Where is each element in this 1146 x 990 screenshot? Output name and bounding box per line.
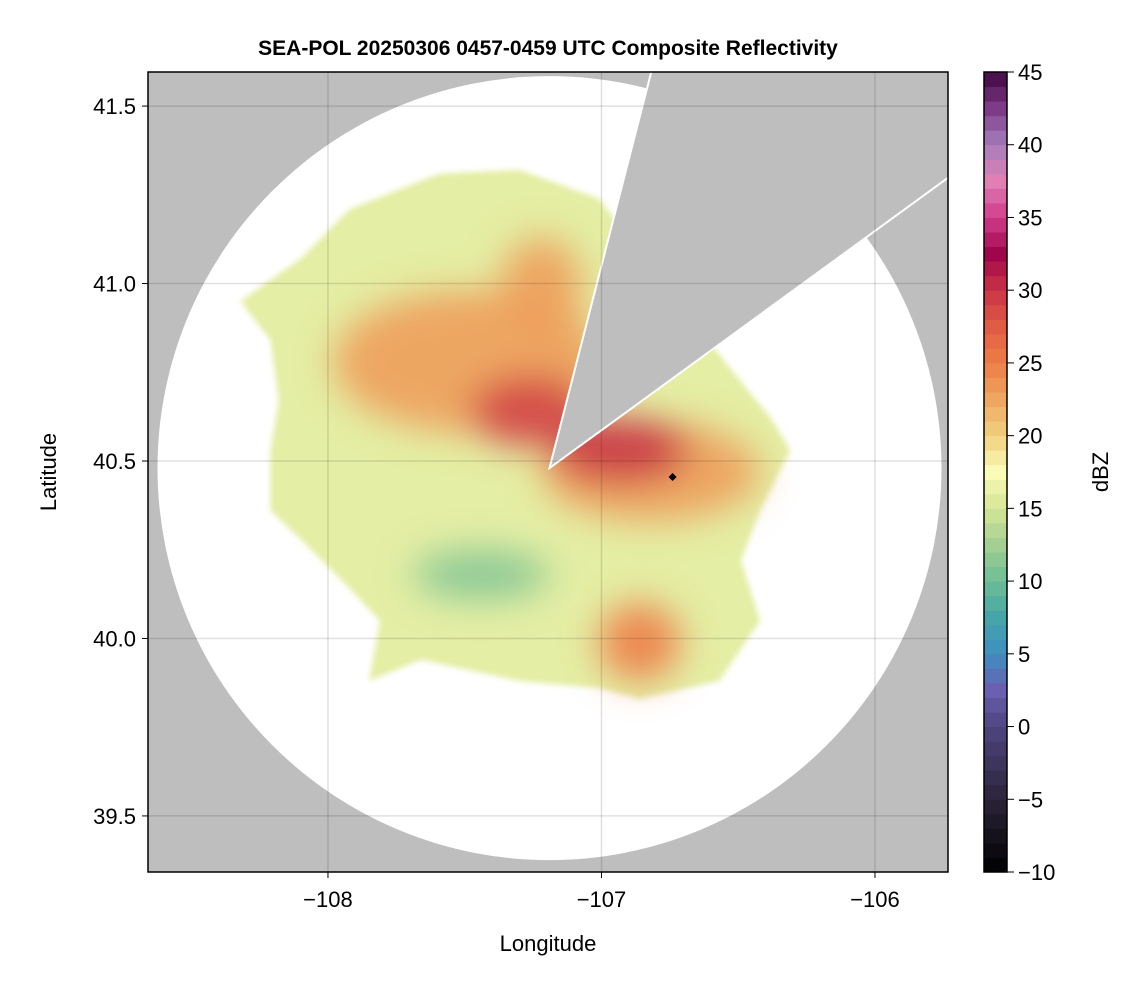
colorbar-bin <box>984 610 1007 626</box>
colorbar-tick-label: 30 <box>1018 278 1042 303</box>
x-tick-label: −108 <box>303 887 353 912</box>
colorbar-bin <box>984 828 1007 844</box>
plot-area <box>148 72 948 872</box>
colorbar-tick-label: 35 <box>1018 205 1042 230</box>
colorbar-bin <box>984 755 1007 771</box>
colorbar-bin <box>984 493 1007 509</box>
colorbar-bin <box>984 275 1007 291</box>
colorbar-bin <box>984 362 1007 378</box>
colorbar-bin <box>984 712 1007 728</box>
x-tick-label: −107 <box>577 887 627 912</box>
colorbar-bin <box>984 421 1007 437</box>
blocked-sector <box>547 72 948 471</box>
plot-frame <box>147 71 949 873</box>
colorbar-frame <box>983 71 1008 873</box>
colorbar-bin <box>984 348 1007 364</box>
colorbar-tick-label: 40 <box>1018 133 1042 158</box>
colorbar-bin <box>984 726 1007 742</box>
x-tick-label: −106 <box>850 887 900 912</box>
colorbar-bin <box>984 581 1007 597</box>
colorbar-tick-label: −10 <box>1018 860 1055 885</box>
colorbar-bin <box>984 188 1007 204</box>
colorbar-bin <box>984 537 1007 553</box>
colorbar-bin <box>984 246 1007 262</box>
colorbar-bin <box>984 159 1007 175</box>
chart-title: SEA-POL 20250306 0457-0459 UTC Composite… <box>258 37 838 60</box>
colorbar-bin <box>984 261 1007 277</box>
x-axis: −108 −107 −106 <box>303 872 900 912</box>
colorbar-bin <box>984 799 1007 815</box>
colorbar-bin <box>984 72 1007 88</box>
y-axis-label: Latitude <box>36 433 61 511</box>
colorbar-bin <box>984 784 1007 800</box>
colorbar-bin <box>984 566 1007 582</box>
colorbar-bin <box>984 668 1007 684</box>
echo-region <box>500 237 583 337</box>
colorbar-bin <box>984 653 1007 669</box>
colorbar-bin <box>984 639 1007 655</box>
colorbar-bin <box>984 377 1007 393</box>
colorbar-tick-label: 15 <box>1018 496 1042 521</box>
colorbar-label: dBZ <box>1088 452 1113 492</box>
colorbar-bin <box>984 290 1007 306</box>
echo-region <box>412 549 550 600</box>
colorbar-bin <box>984 508 1007 524</box>
echo-cores <box>333 237 761 682</box>
y-tick-label: 39.5 <box>93 804 136 829</box>
colorbar-bin <box>984 552 1007 568</box>
y-tick-label: 41.0 <box>93 272 136 297</box>
colorbar-bin <box>984 173 1007 189</box>
colorbar-bin <box>984 130 1007 146</box>
colorbar-bin <box>984 333 1007 349</box>
x-axis-label: Longitude <box>500 931 597 956</box>
colorbar-bin <box>984 682 1007 698</box>
colorbar: −10 −5 0 5 10 15 20 25 30 35 40 45 <box>983 60 1055 885</box>
colorbar-bin <box>984 144 1007 160</box>
colorbar-bin <box>984 624 1007 640</box>
colorbar-bin <box>984 522 1007 538</box>
y-tick-label: 40.0 <box>93 626 136 651</box>
colorbar-tick-label: 10 <box>1018 569 1042 594</box>
colorbar-bin <box>984 435 1007 451</box>
y-tick-label: 41.5 <box>93 94 136 119</box>
colorbar-bin <box>984 101 1007 117</box>
colorbar-tick-label: 0 <box>1018 715 1030 740</box>
y-axis: 39.5 40.0 40.5 41.0 41.5 <box>93 94 148 829</box>
colorbar-bin <box>984 450 1007 466</box>
colorbar-tick-label: 20 <box>1018 424 1042 449</box>
colorbar-bin <box>984 304 1007 320</box>
colorbar-bin <box>984 86 1007 102</box>
colorbar-tick-label: 45 <box>1018 60 1042 85</box>
colorbar-bin <box>984 464 1007 480</box>
colorbar-bin <box>984 115 1007 131</box>
colorbar-bin <box>984 202 1007 218</box>
colorbar-bin <box>984 406 1007 422</box>
colorbar-tick-label: 5 <box>1018 642 1030 667</box>
colorbar-bin <box>984 857 1007 873</box>
colorbar-bin <box>984 813 1007 829</box>
colorbar-bin <box>984 595 1007 611</box>
colorbar-bin <box>984 842 1007 858</box>
colorbar-bin <box>984 392 1007 408</box>
colorbar-tick-label: 25 <box>1018 351 1042 376</box>
colorbar-bin <box>984 217 1007 233</box>
marker-diamond <box>668 472 677 481</box>
y-tick-label: 40.5 <box>93 449 136 474</box>
colorbar-bin <box>984 479 1007 495</box>
colorbar-bin <box>984 741 1007 757</box>
colorbar-bin <box>984 319 1007 335</box>
colorbar-tick-label: −5 <box>1018 787 1043 812</box>
echo-region <box>598 602 681 682</box>
colorbar-bin <box>984 697 1007 713</box>
colorbar-bin <box>984 770 1007 786</box>
colorbar-bin <box>984 232 1007 248</box>
